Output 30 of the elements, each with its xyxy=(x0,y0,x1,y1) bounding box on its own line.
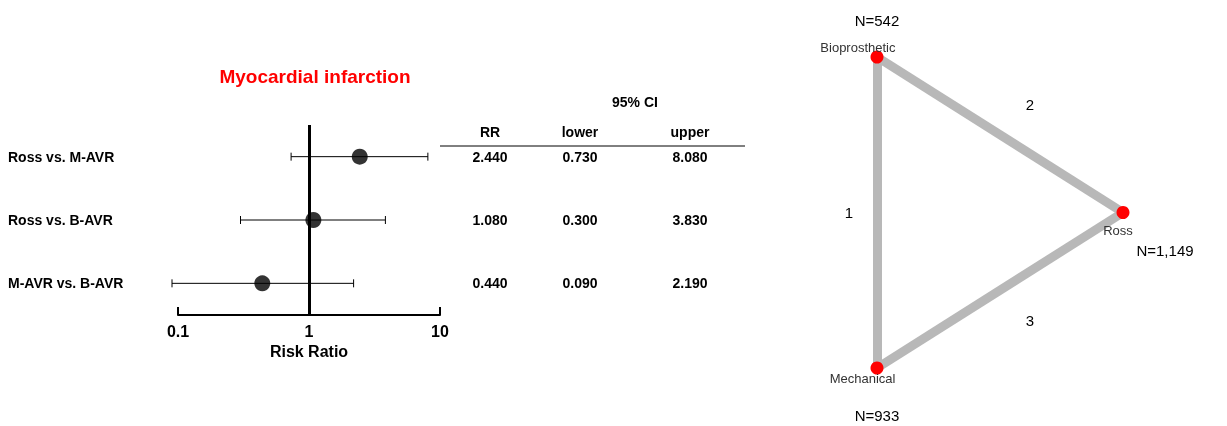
category-label: Ross xyxy=(1103,223,1134,238)
data-label: N=1,149 xyxy=(1136,242,1194,259)
text: 2 xyxy=(1025,96,1035,114)
x-tick-label: 10 xyxy=(431,322,449,340)
text: 2.190 xyxy=(672,275,708,292)
text: 3 xyxy=(1025,311,1035,329)
data-label: 0.440 xyxy=(472,275,508,292)
text: 8.080 xyxy=(672,148,708,165)
text: upper xyxy=(670,124,710,140)
x-axis-title: Risk Ratio xyxy=(269,342,349,360)
data-label: N=542 xyxy=(854,11,900,29)
text: lower xyxy=(561,124,599,140)
y-tick-label: M-AVR vs. B-AVR xyxy=(8,275,124,292)
y-tick-label: Ross vs. M-AVR xyxy=(8,148,115,165)
text: 0.090 xyxy=(562,275,598,292)
text: 1 xyxy=(844,204,854,221)
category-label: Bioprosthetic xyxy=(820,39,896,55)
text: RR xyxy=(479,124,501,140)
data-label: 2.440 xyxy=(472,148,508,165)
text: 3.830 xyxy=(672,212,708,228)
x-tick-label: 1 xyxy=(304,322,314,340)
text: 0.730 xyxy=(562,148,598,165)
text: 0.300 xyxy=(562,212,598,228)
chart-title: Myocardial infarction xyxy=(219,66,411,87)
data-label: 1.080 xyxy=(472,212,508,228)
x-tick-label: 0.1 xyxy=(166,322,190,340)
category-label: Mechanical xyxy=(829,370,896,386)
y-tick-label: Ross vs. B-AVR xyxy=(8,212,113,228)
data-label: N=933 xyxy=(854,406,900,424)
text: 95% CI xyxy=(612,94,658,110)
